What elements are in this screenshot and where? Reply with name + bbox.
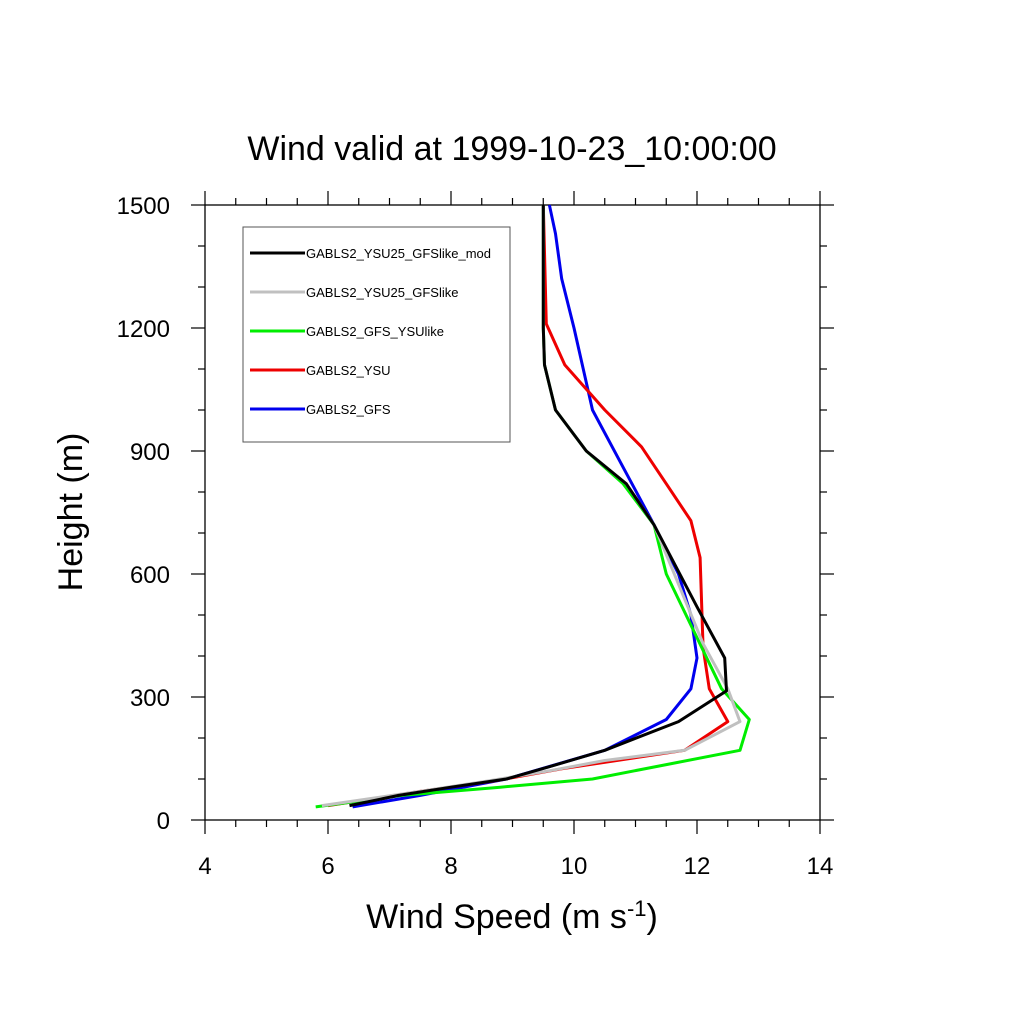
y-tick-label: 1200 — [117, 316, 170, 343]
legend-label: GABLS2_GFS_YSUlike — [306, 324, 444, 339]
legend-label: GABLS2_YSU25_GFSlike — [306, 285, 458, 300]
y-tick-label: 600 — [130, 562, 170, 589]
series-line-gabls2-ysu25-gfslike-mod — [349, 205, 728, 808]
legend-label: GABLS2_YSU — [306, 363, 391, 378]
x-tick-label: 14 — [807, 853, 834, 880]
y-axis-title: Height (m) — [52, 433, 90, 592]
legend-label: GABLS2_GFS — [306, 402, 391, 417]
x-axis-title: Wind Speed (m s-1) — [366, 896, 658, 936]
y-tick-label: 0 — [157, 808, 170, 835]
chart-title: Wind valid at 1999-10-23_10:00:00 — [247, 130, 776, 168]
x-tick-label: 12 — [684, 853, 711, 880]
x-axis-title-text: Wind Speed (m s — [366, 898, 627, 936]
axis-tick-labels: 4 6 8 10 12 14 0 300 600 900 1200 1500 — [117, 193, 834, 880]
x-axis-title-superscript: -1 — [627, 896, 647, 921]
y-tick-label: 1500 — [117, 193, 170, 220]
legend-box — [242, 226, 511, 443]
axis-ticks — [191, 191, 834, 834]
legend-label: GABLS2_YSU25_GFSlike_mod — [306, 246, 491, 261]
y-tick-label: 300 — [130, 685, 170, 712]
y-tick-label: 900 — [130, 439, 170, 466]
x-tick-label: 10 — [561, 853, 588, 880]
x-tick-label: 8 — [444, 853, 457, 880]
x-tick-label: 4 — [198, 853, 211, 880]
x-axis-title-close: ) — [647, 898, 658, 936]
x-tick-label: 6 — [321, 853, 334, 880]
series-layer — [315, 204, 751, 809]
legend: GABLS2_YSU25_GFSlike_mod GABLS2_YSU25_GFS… — [242, 226, 511, 443]
